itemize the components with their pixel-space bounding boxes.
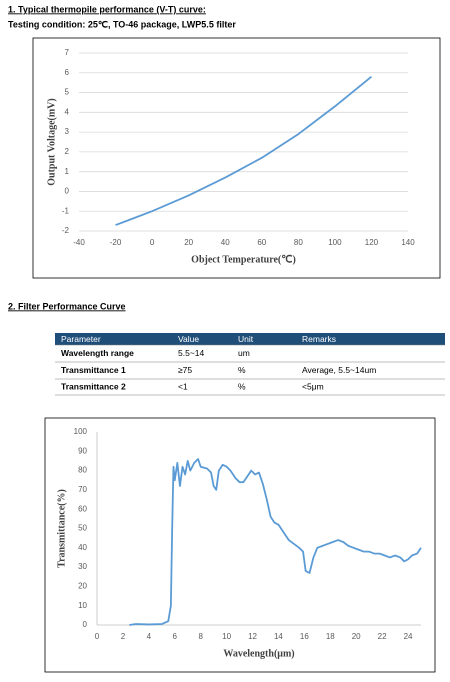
section-subtitle: Testing condition: 25℃, TO-46 package, L… — [8, 19, 236, 29]
y-tick-label: 5 — [65, 88, 70, 97]
table-cell: % — [238, 365, 246, 375]
x-tick-label: 2 — [121, 632, 126, 641]
y-tick-label: 10 — [78, 601, 87, 610]
y-axis-label: Transmittance(%) — [56, 489, 67, 568]
x-tick-label: 140 — [401, 238, 415, 247]
x-tick-label: 14 — [274, 632, 283, 641]
y-tick-label: 0 — [65, 187, 70, 196]
x-tick-label: 0 — [150, 238, 155, 247]
x-tick-label: 0 — [95, 632, 100, 641]
data-line — [129, 458, 422, 626]
table-lines — [55, 344, 445, 396]
y-tick-label: 3 — [65, 127, 70, 136]
x-tick-label: 22 — [378, 632, 387, 641]
table-cell: Transmittance 2 — [61, 381, 126, 391]
table-cell: um — [238, 348, 250, 358]
x-tick-label: 100 — [328, 238, 342, 247]
table-cell: Average, 5.5~14um — [302, 365, 376, 375]
y-axis-label: Output Voltage(mV) — [46, 98, 57, 186]
x-tick-label: 80 — [294, 238, 303, 247]
y-tick-label: 70 — [78, 485, 87, 494]
table-cell: Wavelength range — [61, 348, 134, 358]
table-cell: 5.5~14 — [178, 348, 205, 358]
x-tick-label: -20 — [110, 238, 122, 247]
x-tick-label: 20 — [184, 238, 193, 247]
y-tick-label: -2 — [62, 226, 70, 235]
y-tick-label: 80 — [78, 466, 87, 475]
y-tick-label: 50 — [78, 524, 87, 533]
y-tick-label: 1 — [65, 167, 70, 176]
y-tick-label: 30 — [78, 562, 87, 571]
table-cell: <1 — [178, 381, 188, 391]
x-tick-label: -40 — [73, 238, 85, 247]
y-tick-label: 100 — [74, 427, 88, 436]
y-tick-label: 90 — [78, 446, 87, 455]
y-tick-label: 6 — [65, 68, 70, 77]
table-header: Remarks — [302, 334, 336, 344]
x-axis-label: Wavelength(μm) — [223, 648, 294, 659]
x-tick-label: 24 — [404, 632, 413, 641]
section-title: 2. Filter Performance Curve — [8, 301, 126, 311]
x-tick-label: 4 — [147, 632, 152, 641]
x-tick-label: 8 — [198, 632, 203, 641]
y-tick-label: -1 — [62, 206, 70, 215]
x-tick-label: 10 — [222, 632, 231, 641]
table-header: Unit — [238, 334, 254, 344]
table-cell: <5μm — [302, 381, 324, 391]
section-title: 1. Typical thermopile performance (V-T) … — [8, 4, 206, 14]
y-tick-label: 0 — [83, 620, 88, 629]
y-tick-label: 4 — [65, 107, 70, 116]
x-tick-label: 16 — [300, 632, 309, 641]
x-tick-label: 40 — [221, 238, 230, 247]
y-tick-label: 2 — [65, 147, 70, 156]
data-line — [115, 76, 373, 226]
x-tick-label: 20 — [352, 632, 361, 641]
table-cell: ≥75 — [178, 365, 192, 375]
table-cell: % — [238, 381, 246, 391]
table-header: Parameter — [61, 334, 101, 344]
chart-frame — [32, 37, 441, 279]
x-tick-label: 60 — [257, 238, 266, 247]
y-tick-label: 20 — [78, 582, 87, 591]
y-tick-label: 60 — [78, 504, 87, 513]
table-header-bg — [55, 333, 445, 345]
table-cell: Transmittance 1 — [61, 365, 126, 375]
x-tick-label: 18 — [326, 632, 335, 641]
y-tick-label: 7 — [65, 48, 70, 57]
x-tick-label: 6 — [173, 632, 178, 641]
x-tick-label: 12 — [248, 632, 257, 641]
x-tick-label: 120 — [365, 238, 379, 247]
table-header: Value — [178, 334, 199, 344]
x-axis-label: Object Temperature(℃) — [191, 254, 296, 265]
y-tick-label: 40 — [78, 543, 87, 552]
chart-frame — [44, 417, 436, 673]
